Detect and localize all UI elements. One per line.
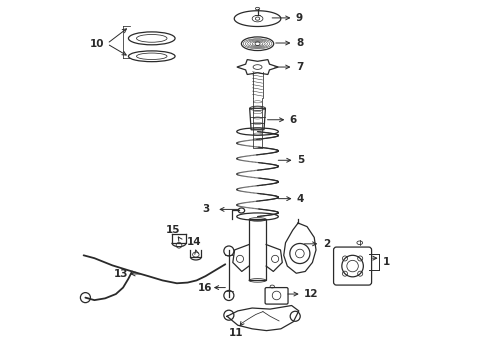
Text: 9: 9 <box>296 13 303 23</box>
Text: 11: 11 <box>229 328 243 338</box>
Bar <box>249 220 266 280</box>
Text: 8: 8 <box>296 38 303 48</box>
Text: 15: 15 <box>166 225 180 235</box>
Text: 4: 4 <box>297 194 304 204</box>
Text: 5: 5 <box>297 155 304 165</box>
Text: 2: 2 <box>323 239 330 249</box>
Text: 3: 3 <box>202 204 209 215</box>
Text: 10: 10 <box>90 39 104 49</box>
Text: 14: 14 <box>187 237 201 247</box>
Text: 16: 16 <box>197 283 212 293</box>
Text: 1: 1 <box>383 257 391 267</box>
Text: 12: 12 <box>304 289 319 299</box>
Text: 7: 7 <box>296 62 303 72</box>
Text: 13: 13 <box>114 269 128 279</box>
Text: 6: 6 <box>290 115 297 125</box>
